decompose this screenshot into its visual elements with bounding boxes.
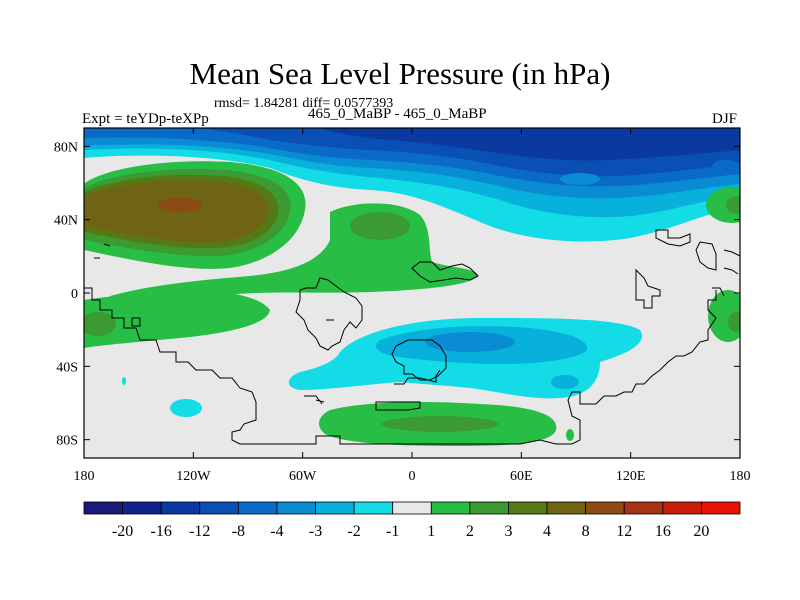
- colorbar-swatch: [199, 501, 239, 515]
- coast-asia-2: [655, 229, 691, 247]
- south-low-spot: [551, 375, 579, 389]
- coast-south-america: [84, 287, 257, 445]
- small-low-dot: [122, 377, 126, 385]
- coastlines: [84, 229, 741, 445]
- arctic-low-core: [320, 128, 740, 161]
- y-tick-label: 0: [71, 287, 78, 302]
- coast-africa-2: [394, 369, 441, 385]
- colorbar-label: -16: [151, 523, 172, 540]
- y-tick-label: 40S: [56, 360, 78, 375]
- colorbar-swatch: [353, 501, 394, 515]
- colorbar-label: 16: [655, 523, 671, 540]
- colorbar-swatch: [315, 501, 355, 515]
- colorbar-label: 8: [582, 523, 590, 540]
- chart-title: Mean Sea Level Pressure (in hPa): [189, 56, 611, 91]
- antarctic-high-core: [382, 416, 498, 432]
- colorbar-swatch: [585, 501, 625, 515]
- y-tick-label: 80S: [56, 434, 78, 449]
- colorbar-swatch: [623, 501, 664, 515]
- colorbar-label: -8: [232, 523, 245, 540]
- coast-europe: [411, 261, 479, 283]
- colorbar-swatch: [546, 501, 587, 515]
- x-tick-label: 180: [74, 469, 95, 484]
- case-label: 465_0_MaBP - 465_0_MaBP: [308, 106, 487, 122]
- colorbar-label: 1: [427, 523, 435, 540]
- y-axis: 80N 40N 0 40S 80S: [54, 140, 740, 449]
- colorbar-swatch: [392, 501, 432, 515]
- colorbar-label: -3: [309, 523, 322, 540]
- south-low-core: [425, 332, 515, 352]
- antarctic-spot: [566, 429, 574, 441]
- x-tick-label: 60E: [510, 469, 533, 484]
- x-axis: 180 120W 60W 0 60E 120E 180: [74, 128, 751, 484]
- colorbar-swatch: [276, 501, 316, 515]
- season-label: DJF: [712, 111, 738, 127]
- colorbar-label: -12: [189, 523, 210, 540]
- tropical-positive-core: [84, 312, 116, 336]
- colorbar-swatch: [701, 501, 741, 515]
- colorbar-label: -1: [386, 523, 399, 540]
- experiment-label: Expt = teYDp-teXPp: [82, 111, 209, 127]
- coast-small: [131, 317, 334, 405]
- colorbar-swatch: [469, 501, 509, 515]
- coast-antarctic-pen: [375, 401, 421, 411]
- colorbar-label: 3: [504, 523, 512, 540]
- colorbar-label: 12: [616, 523, 632, 540]
- atlantic-high-core: [350, 212, 410, 240]
- colorbar-swatch: [430, 501, 471, 515]
- nh-east-high-1: [706, 187, 740, 223]
- tropical-positive: [84, 290, 270, 348]
- south-atl-low: [170, 399, 202, 417]
- coast-asia-3: [695, 241, 717, 271]
- colorbar-label: -4: [270, 523, 283, 540]
- x-tick-label: 120W: [176, 469, 211, 484]
- arctic-low-spot-2: [712, 160, 740, 172]
- x-tick-label: 180: [730, 469, 751, 484]
- x-tick-label: 120E: [616, 469, 646, 484]
- x-tick-label: 60W: [289, 469, 317, 484]
- coast-africa: [391, 339, 447, 381]
- arctic-low-spot: [560, 173, 600, 185]
- colorbar-label: -2: [347, 523, 360, 540]
- y-tick-label: 40N: [54, 214, 78, 229]
- colorbar-label: -20: [112, 523, 133, 540]
- coast-islands: [94, 243, 741, 297]
- colorbar-swatch: [160, 501, 201, 515]
- colorbar-swatch: [508, 501, 548, 515]
- pacific-high-core: [158, 198, 202, 212]
- contour-field: [84, 128, 740, 458]
- east-tropical-core: [728, 312, 740, 332]
- colorbar-swatch: [662, 501, 702, 515]
- stats-text: rmsd= 1.84281 diff= 0.0577393: [214, 96, 394, 111]
- colorbar-label: 2: [466, 523, 474, 540]
- colorbar-label: 4: [543, 523, 551, 540]
- y-tick-label: 80N: [54, 140, 78, 155]
- colorbar-swatch: [122, 501, 162, 515]
- nh-east-high-2: [726, 196, 740, 214]
- colorbar-swatch: [83, 501, 123, 515]
- coast-asia: [635, 268, 661, 309]
- x-tick-label: 0: [409, 469, 416, 484]
- coast-north-america: [295, 277, 363, 351]
- colorbar-swatch: [237, 501, 278, 515]
- colorbar-label: 20: [693, 523, 709, 540]
- colorbar: -20 -16 -12 -8 -4 -3 -2 -1 1 2 3 4 8 12 16 20: [83, 501, 741, 540]
- coast-antarctica: [240, 290, 717, 445]
